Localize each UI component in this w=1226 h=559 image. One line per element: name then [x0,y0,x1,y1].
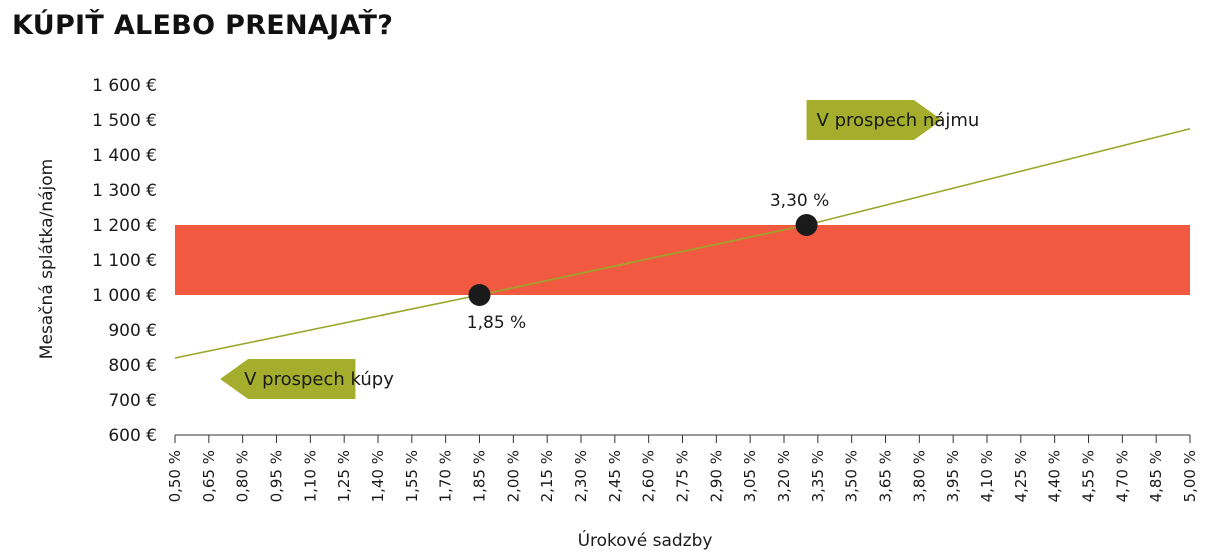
x-tick-label: 4,85 % [1147,450,1165,502]
y-tick-label: 1 000 € [92,286,157,306]
y-tick-label: 1 300 € [92,181,157,201]
y-tick-label: 700 € [108,391,157,411]
y-tick-label: 900 € [108,321,157,341]
range-band [175,225,1190,295]
x-tick-label: 3,35 % [809,450,827,502]
y-tick-label: 600 € [108,426,157,446]
x-axis-label: Úrokové sadzby [578,529,713,551]
x-tick-label: 1,10 % [301,450,319,502]
x-tick-label: 1,85 % [471,450,489,502]
y-tick-label: 1 100 € [92,251,157,271]
x-tick-label: 3,50 % [843,450,861,502]
x-tick-label: 0,80 % [234,450,252,502]
annotation-label: V prospech kúpy [244,369,394,390]
y-tick-label: 1 400 € [92,146,157,166]
x-tick-label: 1,40 % [369,450,387,502]
x-tick-label: 1,25 % [335,450,353,502]
x-tick-label: 0,50 % [166,450,184,502]
x-tick-label: 3,65 % [877,450,895,502]
point-label: 1,85 % [467,313,526,333]
x-tick-label: 2,15 % [538,450,556,502]
x-tick-label: 2,60 % [640,450,658,502]
x-tick-label: 4,25 % [1012,450,1030,502]
x-tick-label: 0,95 % [268,450,286,502]
annotation-label: V prospech nájmu [817,110,980,131]
x-tick-label: 3,80 % [910,450,928,502]
data-point [468,284,491,306]
x-tick-label: 4,70 % [1113,450,1131,502]
x-tick-label: 4,40 % [1046,450,1064,502]
y-tick-label: 1 500 € [92,111,157,131]
x-tick-label: 1,70 % [437,450,455,502]
x-tick-label: 2,30 % [572,450,590,502]
x-tick-label: 4,10 % [978,450,996,502]
x-tick-label: 2,90 % [707,450,725,502]
x-tick-label: 2,75 % [674,450,692,502]
y-tick-label: 800 € [108,356,157,376]
y-tick-label: 1 600 € [92,76,157,96]
y-axis-label: Mesačná splátka/nájom [37,159,57,359]
arrow-left-shape [220,359,356,399]
x-tick-label: 3,05 % [741,450,759,502]
x-tick-label: 5,00 % [1181,450,1199,502]
x-tick-label: 4,55 % [1080,450,1098,502]
x-tick-label: 3,20 % [775,450,793,502]
x-tick-label: 1,55 % [403,450,421,502]
y-tick-label: 1 200 € [92,216,157,236]
x-tick-label: 2,45 % [606,450,624,502]
x-tick-label: 3,95 % [944,450,962,502]
x-tick-label: 2,00 % [504,450,522,502]
chart-title: KÚPIŤ ALEBO PRENAJAŤ? [12,10,394,41]
data-point [795,214,818,236]
series-line [174,127,1191,359]
point-label: 3,30 % [770,191,829,211]
x-tick-label: 0,65 % [200,450,218,502]
arrow-right-shape [806,100,942,140]
